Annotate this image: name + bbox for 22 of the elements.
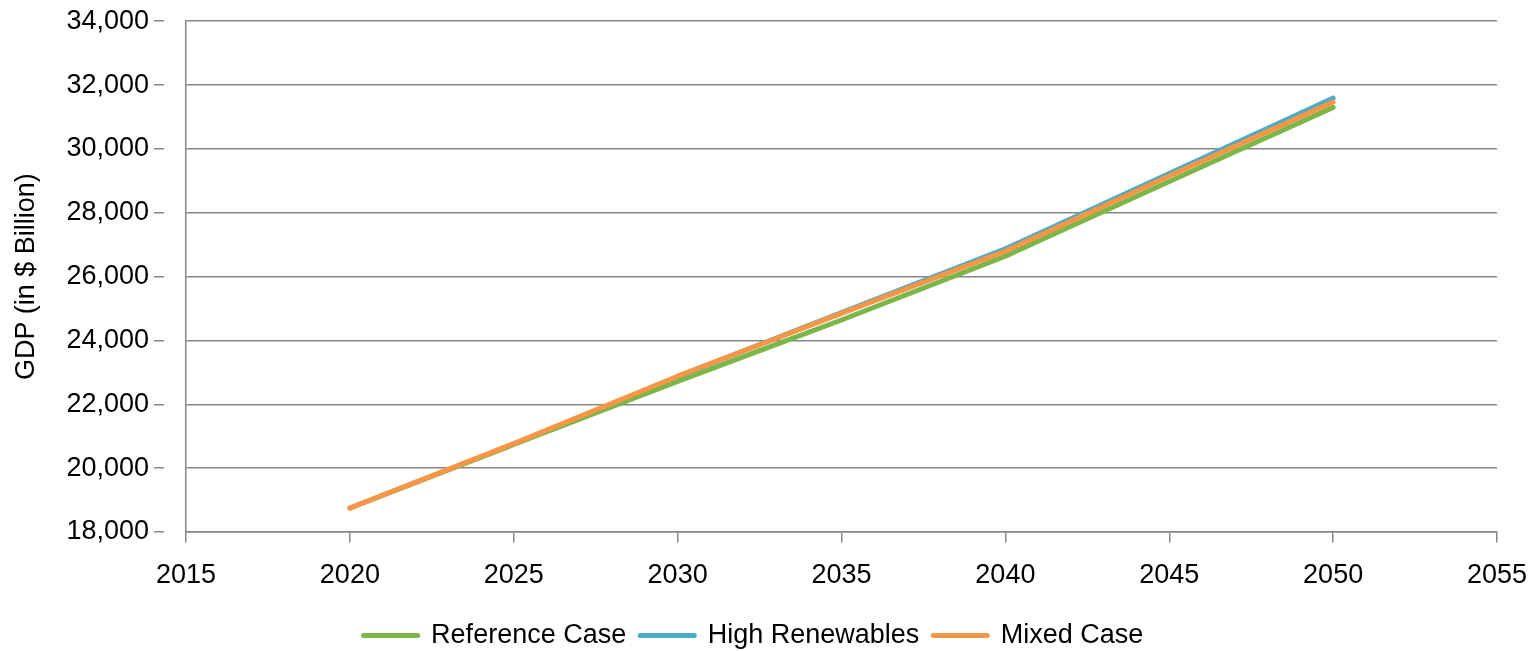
y-tick-label: 24,000 (66, 323, 149, 354)
x-tick-label: 2020 (319, 558, 380, 589)
y-tick-label: 30,000 (66, 132, 149, 163)
x-tick-label: 2045 (1139, 558, 1200, 589)
y-tick-label: 18,000 (66, 515, 149, 546)
x-tick-label: 2050 (1303, 558, 1364, 589)
legend-label: Mixed Case (1000, 618, 1144, 649)
y-tick-label: 26,000 (66, 260, 149, 291)
y-axis-title: GDP (in $ Billion) (9, 173, 40, 380)
legend-label: Reference Case (431, 618, 627, 649)
y-tick-label: 34,000 (66, 4, 149, 35)
x-tick-label: 2055 (1466, 558, 1528, 589)
x-tick-label: 2035 (811, 558, 872, 589)
y-tick-label: 28,000 (66, 196, 149, 227)
x-tick-label: 2015 (155, 558, 217, 589)
x-tick-label: 2025 (483, 558, 544, 589)
y-tick-label: 32,000 (66, 68, 149, 99)
x-tick-label: 2040 (975, 558, 1036, 589)
legend-label: High Renewables (707, 618, 920, 649)
y-tick-label: 20,000 (66, 451, 149, 482)
x-tick-label: 2030 (647, 558, 708, 589)
y-tick-label: 22,000 (66, 387, 149, 418)
